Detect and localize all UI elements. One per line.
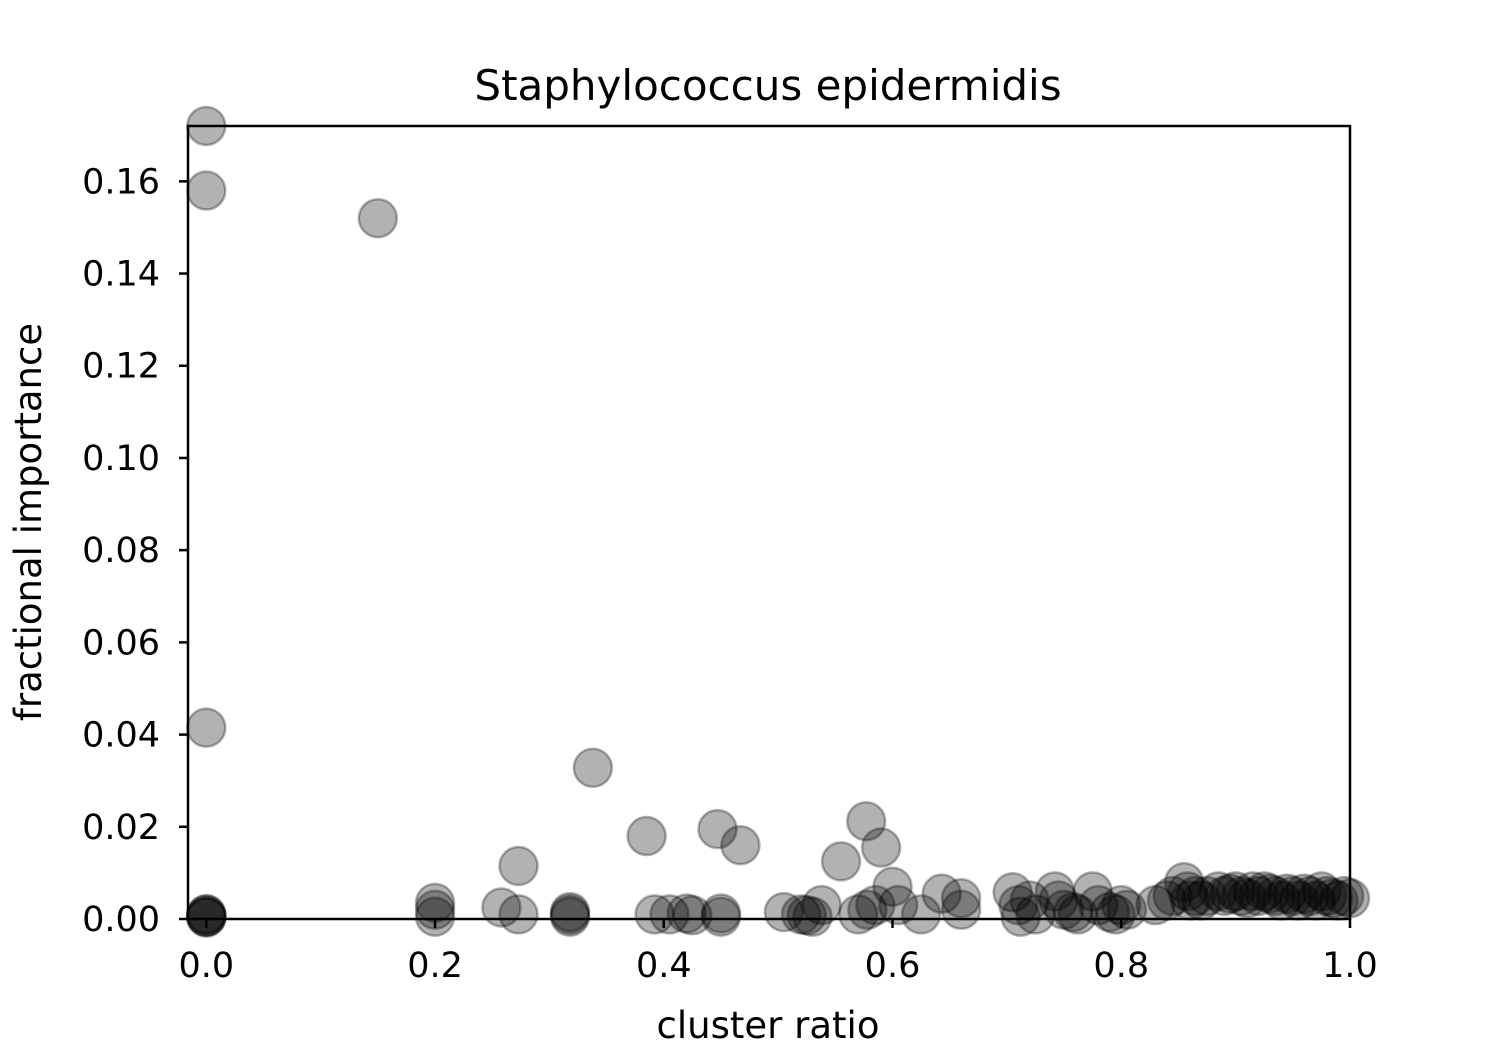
x-tick-label: 0.4 (636, 946, 692, 986)
scatter-point-37 (855, 884, 896, 926)
y-tick-label: 0.08 (82, 531, 160, 571)
x-axis: 0.0 0.2 0.4 0.6 0.8 1.0 (178, 919, 1378, 986)
scatter-point-69 (1186, 875, 1228, 917)
y-tick-label: 0.12 (82, 347, 160, 387)
scatter-point-25 (700, 893, 742, 934)
scatter-point-8 (357, 197, 399, 239)
scatter-point-38 (860, 827, 902, 868)
scatter-point-16 (549, 894, 591, 935)
scatter-point-57 (1089, 891, 1131, 933)
scatter-point-23 (672, 895, 713, 936)
plot-frame (186, 124, 1352, 921)
scatter-point-71 (1203, 875, 1245, 917)
y-tick-label: 0.14 (82, 255, 160, 295)
scatter-point-13 (498, 845, 539, 887)
y-tick-label: 0.04 (82, 716, 160, 756)
scatter-point-45 (992, 872, 1033, 913)
scatter-point-85 (1284, 873, 1325, 914)
y-tick-label: 0.16 (82, 162, 160, 202)
y-axis: 0.00 0.02 0.04 0.06 0.08 0.10 0.12 0.14 0.16 (82, 162, 188, 940)
y-tick-label: 0.00 (82, 900, 160, 940)
x-tick-label: 0.6 (865, 946, 921, 986)
scatter-point-44 (940, 889, 982, 931)
scatter-point-41 (900, 894, 942, 935)
scatter-point-76 (1232, 871, 1274, 912)
scatter-point-70 (1198, 871, 1239, 912)
scatter-point-1 (186, 170, 227, 211)
scatter-point-58 (1095, 894, 1136, 935)
scatter-point-31 (792, 896, 833, 937)
scatter-point-89 (1306, 875, 1348, 917)
scatter-point-14 (498, 894, 539, 935)
scatter-point-26 (700, 896, 742, 937)
scatter-point-49 (1015, 894, 1056, 935)
scatter-point-46 (998, 884, 1039, 926)
scatter-point-32 (801, 884, 842, 926)
scatter-point-56 (1078, 884, 1119, 926)
scatter-point-42 (921, 873, 962, 914)
scatter-point-27 (720, 824, 761, 866)
scatter-point-43 (940, 878, 982, 919)
points-layer (186, 105, 1371, 938)
scatter-point-33 (820, 841, 862, 882)
scatter-point-72 (1209, 873, 1251, 914)
scatter-point-12 (481, 887, 522, 928)
scatter-point-47 (1000, 896, 1041, 937)
y-axis-label: fractional importance (7, 323, 50, 721)
scatter-point-80 (1255, 875, 1296, 917)
scatter-point-30 (786, 895, 827, 936)
scatter-point-40 (877, 884, 919, 926)
scatter-point-86 (1289, 875, 1331, 917)
scatter-point-11 (414, 896, 456, 937)
scatter-point-54 (1057, 894, 1099, 935)
y-tick-label: 0.06 (82, 623, 160, 663)
scatter-point-24 (697, 808, 738, 850)
scatter-point-50 (1034, 871, 1076, 912)
scatter-point-82 (1266, 873, 1308, 914)
scatter-point-67 (1175, 875, 1216, 917)
scatter-point-79 (1249, 873, 1291, 914)
x-tick-label: 0.2 (407, 946, 463, 986)
scatter-point-19 (626, 815, 667, 857)
scatter-point-61 (1135, 884, 1176, 926)
scatter-point-92 (1324, 875, 1365, 917)
scatter-point-22 (666, 893, 707, 934)
scatter-point-35 (845, 801, 887, 842)
scatter-point-2 (186, 707, 227, 748)
scatter-point-65 (1167, 871, 1208, 912)
scatter-point-28 (763, 891, 805, 933)
x-tick-label: 0.0 (178, 946, 234, 986)
x-tick-label: 1.0 (1322, 946, 1378, 986)
scatter-point-15 (549, 891, 591, 933)
scatter-point-63 (1152, 875, 1193, 917)
scatter-point-7 (186, 897, 227, 938)
scatter-point-75 (1226, 878, 1268, 919)
scatter-point-29 (780, 894, 822, 935)
scatter-point-18 (572, 747, 614, 789)
scatter-point-78 (1243, 871, 1285, 912)
scatter-point-90 (1312, 878, 1354, 919)
scatter-point-73 (1215, 871, 1256, 912)
y-tick-label: 0.10 (82, 439, 160, 479)
x-axis-label: cluster ratio (657, 1004, 880, 1047)
scatter-point-64 (1163, 861, 1205, 903)
scatter-point-74 (1221, 875, 1262, 917)
scatter-point-17 (549, 896, 591, 937)
scatter-point-34 (837, 894, 879, 935)
scatter-point-55 (1072, 871, 1113, 912)
scatter-point-77 (1238, 875, 1279, 917)
x-tick-label: 0.8 (1093, 946, 1149, 986)
scatter-point-83 (1272, 875, 1314, 917)
chart-title: Staphylococcus epidermidis (474, 61, 1061, 110)
y-tick-label: 0.02 (82, 808, 160, 848)
scatter-point-39 (872, 866, 913, 907)
scatter-point-53 (1052, 891, 1094, 933)
scatter-point-21 (649, 894, 690, 935)
scatter-point-88 (1301, 871, 1342, 912)
